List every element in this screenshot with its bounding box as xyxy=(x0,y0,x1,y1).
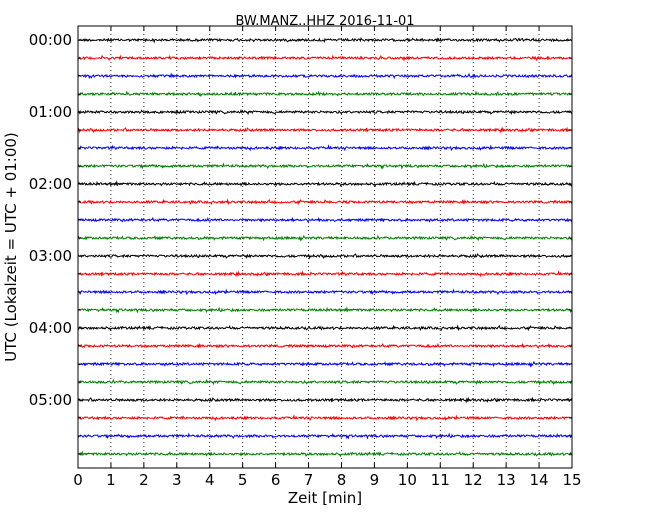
trace-row-7 xyxy=(77,162,573,170)
plot-frame xyxy=(77,25,573,469)
y-tick-label: 04:00 xyxy=(29,319,72,337)
x-tick-label: 12 xyxy=(464,471,483,489)
y-axis-label: UTC (Lokalzeit = UTC + 01:00) xyxy=(2,132,20,362)
trace-row-17 xyxy=(77,342,573,350)
y-tick-label: 02:00 xyxy=(29,175,72,193)
x-tick-label: 7 xyxy=(304,471,314,489)
trace-row-5 xyxy=(77,126,573,134)
x-tick-label: 9 xyxy=(370,471,380,489)
x-axis-label: Zeit [min] xyxy=(288,489,362,507)
chart-title: BW.MANZ..HHZ 2016-11-01 xyxy=(235,14,414,29)
x-tick-label: 11 xyxy=(431,471,450,489)
trace-row-20 xyxy=(77,396,573,404)
trace-row-14 xyxy=(77,288,573,296)
trace-row-0 xyxy=(77,36,572,44)
x-tick-label: 4 xyxy=(205,471,215,489)
trace-row-8 xyxy=(77,180,573,188)
trace-row-15 xyxy=(77,306,573,314)
x-tick-label: 6 xyxy=(271,471,281,489)
trace-row-6 xyxy=(77,144,573,152)
grid-lines xyxy=(110,26,540,468)
y-tick-label: 03:00 xyxy=(29,247,72,265)
y-tick-label: 01:00 xyxy=(29,103,72,121)
x-tick-label: 5 xyxy=(238,471,248,489)
x-tick-label: 8 xyxy=(337,471,347,489)
trace-row-12 xyxy=(77,252,573,260)
trace-row-11 xyxy=(77,234,573,242)
trace-row-18 xyxy=(77,360,573,368)
trace-row-10 xyxy=(77,216,573,224)
trace-row-3 xyxy=(77,90,573,98)
trace-row-22 xyxy=(77,432,573,440)
trace-row-19 xyxy=(77,378,573,386)
x-tick-label: 2 xyxy=(139,471,149,489)
trace-row-13 xyxy=(77,270,573,278)
y-axis-ticks: 00:00 01:00 02:00 03:00 04:00 05:00 xyxy=(29,31,572,455)
trace-row-2 xyxy=(77,72,573,80)
x-tick-label: 15 xyxy=(562,471,581,489)
trace-row-21 xyxy=(77,414,573,422)
x-tick-label: 1 xyxy=(106,471,116,489)
y-tick-label: 00:00 xyxy=(29,31,72,49)
x-tick-label: 14 xyxy=(530,471,549,489)
trace-row-1 xyxy=(77,54,573,62)
seismic-traces xyxy=(77,36,573,458)
trace-row-4 xyxy=(77,108,573,116)
trace-row-23 xyxy=(77,450,573,458)
y-tick-label: 05:00 xyxy=(29,391,72,409)
x-tick-label: 13 xyxy=(497,471,516,489)
x-axis-ticks: 0 1 2 3 4 5 6 7 8 9 10 11 12 13 14 15 xyxy=(73,26,582,489)
trace-row-16 xyxy=(77,324,573,332)
trace-row-9 xyxy=(77,198,573,206)
x-tick-label: 3 xyxy=(172,471,182,489)
x-tick-label: 10 xyxy=(398,471,417,489)
x-tick-label: 0 xyxy=(73,471,83,489)
